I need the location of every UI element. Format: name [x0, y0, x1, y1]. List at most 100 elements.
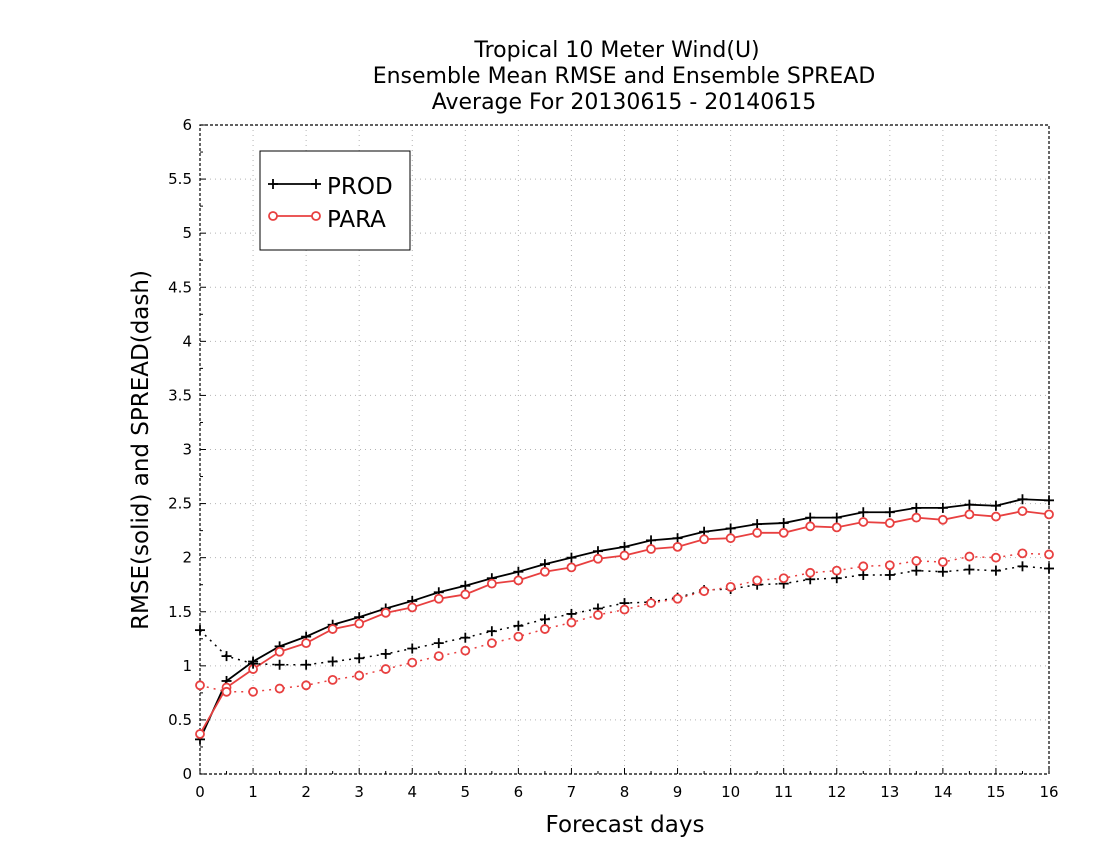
y-tick-label: 1.5	[168, 603, 192, 621]
point-prod-rmse	[725, 523, 736, 534]
point-prod-rmse	[964, 499, 975, 510]
legend-swatch-para	[268, 211, 321, 221]
y-tick-label: 3	[182, 441, 192, 459]
x-tick-label: 11	[774, 783, 793, 801]
point-para-rmse	[937, 514, 948, 525]
chart-title-line-2: Ensemble Mean RMSE and Ensemble SPREAD	[373, 64, 876, 89]
x-tick-label: 8	[620, 783, 630, 801]
point-para-spread	[1017, 548, 1028, 559]
chart-title: Tropical 10 Meter Wind(U) Ensemble Mean …	[373, 38, 876, 115]
point-prod-spread	[274, 659, 285, 670]
point-para-spread	[274, 683, 285, 694]
x-tick-label: 9	[673, 783, 683, 801]
point-prod-rmse	[1044, 495, 1054, 506]
point-para-spread	[540, 624, 550, 634]
legend-marker	[268, 179, 278, 189]
point-para-spread	[460, 645, 471, 656]
point-para-rmse	[593, 553, 603, 564]
x-tick-label: 14	[933, 783, 952, 801]
point-para-spread	[805, 567, 816, 578]
point-para-rmse	[486, 578, 497, 589]
point-prod-spread	[195, 625, 205, 636]
point-prod-spread	[911, 565, 922, 576]
point-para-spread	[619, 604, 630, 615]
point-para-rmse	[407, 602, 418, 613]
point-prod-spread	[460, 632, 471, 643]
legend-swatch-prod	[268, 179, 321, 189]
point-para-spread	[195, 680, 205, 691]
point-para-spread	[831, 565, 842, 576]
point-prod-rmse	[619, 541, 630, 552]
point-para-spread	[593, 610, 603, 620]
y-tick-label: 4.5	[168, 278, 192, 296]
point-para-spread	[911, 556, 922, 566]
y-tick-label: 0.5	[168, 711, 192, 729]
point-prod-spread	[248, 658, 259, 669]
point-prod-rmse	[911, 502, 922, 513]
legend-box	[259, 150, 411, 251]
point-para-spread	[752, 575, 763, 586]
point-prod-spread	[407, 643, 418, 654]
point-prod-rmse	[513, 566, 524, 577]
point-prod-spread	[937, 566, 948, 577]
point-prod-spread	[513, 620, 524, 631]
point-prod-spread	[566, 608, 577, 619]
x-tick-label: 12	[827, 783, 846, 801]
legend-label-prod: PROD	[327, 174, 393, 200]
point-para-rmse	[566, 562, 577, 573]
point-para-rmse	[327, 624, 338, 634]
series-para-spread	[195, 548, 1054, 697]
point-prod-rmse	[937, 502, 948, 513]
legend-label-para: PARA	[327, 207, 386, 233]
chart-title-line-1: Tropical 10 Meter Wind(U)	[473, 38, 759, 63]
series-prod-spread	[195, 561, 1054, 670]
point-para-rmse	[858, 517, 869, 527]
point-prod-spread	[354, 653, 365, 664]
point-para-spread	[407, 657, 418, 668]
point-para-spread	[778, 573, 789, 584]
point-para-rmse	[301, 638, 312, 649]
series-line-para-spread	[199, 552, 1050, 693]
point-para-rmse	[725, 533, 736, 544]
x-tick-label: 1	[248, 783, 258, 801]
point-para-rmse	[805, 521, 816, 532]
series-layer	[195, 494, 1054, 745]
point-prod-rmse	[858, 507, 869, 518]
legend-marker	[268, 211, 278, 221]
point-prod-rmse	[566, 552, 577, 563]
x-tick-label: 5	[461, 783, 471, 801]
x-tick-label: 15	[986, 783, 1005, 801]
point-para-rmse	[778, 527, 789, 538]
point-para-rmse	[274, 646, 285, 657]
point-para-rmse	[911, 512, 922, 523]
point-para-spread	[433, 651, 444, 661]
point-para-rmse	[433, 593, 444, 604]
point-para-spread	[646, 598, 656, 608]
point-para-rmse	[619, 550, 630, 561]
point-prod-rmse	[778, 518, 789, 529]
point-prod-spread	[884, 569, 895, 580]
point-para-spread	[858, 561, 869, 572]
y-tick-label: 2	[182, 549, 192, 567]
legend-marker	[311, 211, 321, 221]
point-prod-rmse	[646, 535, 657, 546]
x-axis-title: Forecast days	[546, 812, 705, 838]
x-tick-label: 3	[354, 783, 364, 801]
y-tick-label: 1	[182, 657, 192, 675]
x-tick-label: 6	[514, 783, 524, 801]
y-tick-label: 6	[182, 116, 192, 134]
point-para-spread	[884, 560, 895, 571]
point-para-rmse	[672, 541, 683, 552]
point-para-rmse	[1017, 506, 1028, 517]
point-para-rmse	[884, 518, 895, 528]
point-para-spread	[301, 680, 312, 691]
point-para-rmse	[380, 607, 391, 618]
point-prod-rmse	[1017, 494, 1028, 505]
point-para-rmse	[513, 575, 524, 586]
point-para-spread	[725, 581, 736, 592]
point-para-rmse	[752, 527, 763, 538]
x-tick-label: 4	[407, 783, 417, 801]
point-para-spread	[937, 557, 948, 567]
point-para-rmse	[540, 566, 550, 577]
